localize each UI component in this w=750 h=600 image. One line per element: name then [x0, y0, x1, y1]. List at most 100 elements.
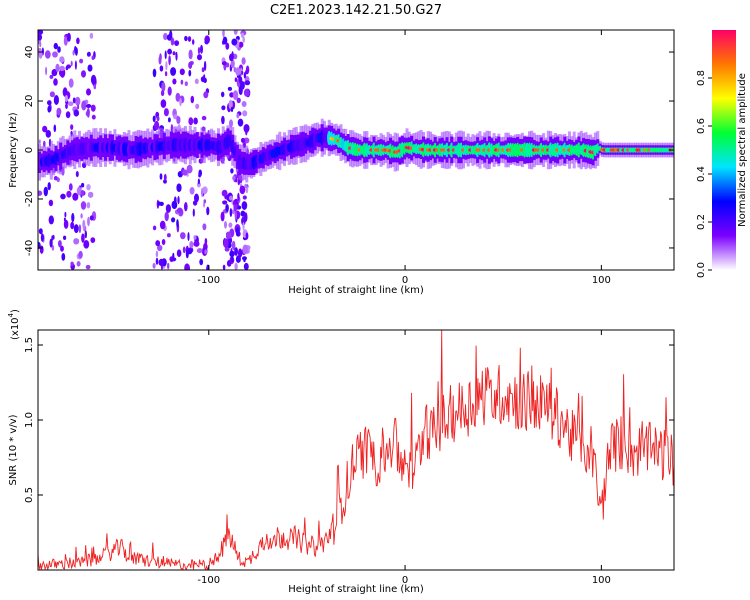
spectrogram-speckle [221, 115, 225, 125]
spectrogram-speckle [62, 87, 68, 97]
spectrogram-speckle [180, 232, 186, 240]
spectrogram-speckle [49, 74, 54, 79]
spectrogram-speckle [44, 50, 51, 59]
spectrogram-speckle [175, 92, 181, 102]
spectrogram-speckle [243, 137, 250, 144]
spectrogram-speckle [221, 91, 225, 98]
spectrogram-speckle [78, 224, 82, 234]
spectrogram-speckle [49, 238, 53, 248]
spectrogram-speckle [231, 255, 234, 263]
spectrogram-speckle [226, 260, 232, 267]
spectrogram-speckle [234, 247, 239, 256]
spectrogram-speckle [85, 104, 92, 108]
spectrogram-speckle [89, 215, 94, 221]
spectrogram-speckle [194, 193, 199, 203]
spectrogram-speckle [171, 217, 176, 223]
spectrogram-speckle [81, 182, 85, 188]
spectrogram-speckle [152, 262, 156, 269]
spectrogram-speckle [195, 103, 200, 110]
spectrogram-speckle [43, 186, 48, 197]
spectrogram-speckle [81, 233, 85, 243]
spectrogram-speckle [86, 107, 90, 118]
spectrogram-speckle [75, 96, 81, 106]
y-tick-label: -40 [24, 240, 35, 256]
spectrogram-speckle [163, 173, 167, 181]
spectrogram-speckle [199, 258, 204, 266]
spectrogram-speckle [229, 208, 233, 217]
spectrogram-speckle [155, 257, 159, 265]
spectrogram-speckle [172, 51, 176, 56]
spectrogram-speckle [38, 241, 41, 250]
spectrogram-speckle [159, 65, 164, 72]
y-tick-label: 40 [24, 46, 35, 59]
spectrogram-speckle [65, 66, 69, 71]
spectrogram-speckle [238, 41, 244, 48]
spectrogram-speckle [60, 245, 64, 252]
spectrogram-speckle [38, 47, 42, 53]
spectrogram-speckle [242, 222, 245, 231]
spectrogram-speckle [227, 86, 232, 91]
spectrogram-speckle [81, 100, 87, 111]
spectrogram-speckle [204, 249, 207, 255]
colorbar-gradient [712, 30, 736, 270]
spectrogram-speckle [242, 195, 247, 200]
spectrogram-speckle [235, 227, 240, 236]
spectrogram-speckle [201, 115, 207, 121]
spectrogram-speckle [72, 97, 76, 104]
spectrogram-speckle [237, 192, 240, 201]
spectrogram-speckle [222, 264, 226, 270]
spectrogram-speckle [52, 51, 58, 58]
spectrogram-speckle [168, 117, 171, 123]
spectrogram-speckle [203, 199, 207, 204]
spectrogram-speckle [198, 173, 202, 178]
spectrogram-speckle [243, 212, 248, 223]
spectrogram-speckle [240, 32, 245, 38]
spectrogram-speckle [156, 115, 160, 122]
spectrogram-speckle [170, 37, 175, 46]
spectrogram-speckle [189, 187, 195, 195]
spectrogram-speckle [243, 257, 246, 263]
spectrogram-speckle [70, 60, 73, 67]
spectrogram-speckle [47, 105, 51, 113]
spectrogram-speckle [192, 39, 195, 45]
spectrogram-speckle [81, 70, 86, 78]
spectrogram-y-label: Frequency (Hz) [8, 112, 19, 188]
spectrogram-speckle [155, 250, 159, 258]
spectrogram-speckle [229, 250, 235, 258]
spectrogram-speckle [202, 223, 207, 231]
spectrogram-speckle [200, 76, 206, 83]
spectrogram-speckle [241, 101, 247, 107]
spectrogram-speckle [184, 35, 188, 42]
spectrogram-speckle [187, 36, 192, 42]
spectrogram-speckle [89, 32, 94, 39]
spectrogram-speckle [76, 186, 82, 196]
spectrogram-speckle [176, 183, 182, 192]
spectrogram-speckle [51, 69, 58, 77]
spectrogram-speckle [59, 65, 65, 72]
spectrogram-speckle [167, 86, 172, 96]
spectrogram-speckle [167, 262, 170, 270]
x-tick-label: -100 [197, 275, 220, 286]
x-tick-label: 0 [402, 275, 408, 286]
spectrogram-speckle [72, 192, 79, 201]
spectrogram-speckle [87, 64, 93, 72]
spectrogram-speckle [184, 81, 188, 86]
spectrogram-speckle [51, 245, 55, 251]
spectrogram-speckle [82, 219, 86, 230]
spectrogram-speckle [188, 117, 194, 126]
spectrogram-speckle [90, 104, 96, 112]
colorbar-tick-label: 0.4 [696, 166, 707, 182]
snr-multiplier-exp: 4 [7, 312, 15, 317]
spectrogram-speckle [63, 36, 68, 46]
spectrogram-speckle [230, 59, 235, 69]
spectrogram-speckle [193, 240, 200, 247]
spectrogram-speckle [224, 247, 230, 252]
spectrogram-speckle [197, 178, 200, 185]
spectrogram-speckle [243, 142, 246, 149]
spectrogram-speckle [42, 125, 48, 133]
spectrogram-speckle [67, 101, 74, 106]
spectrogram-speckle [71, 212, 75, 223]
spectrogram-speckle [38, 34, 43, 41]
spectrogram-speckle [174, 40, 180, 46]
